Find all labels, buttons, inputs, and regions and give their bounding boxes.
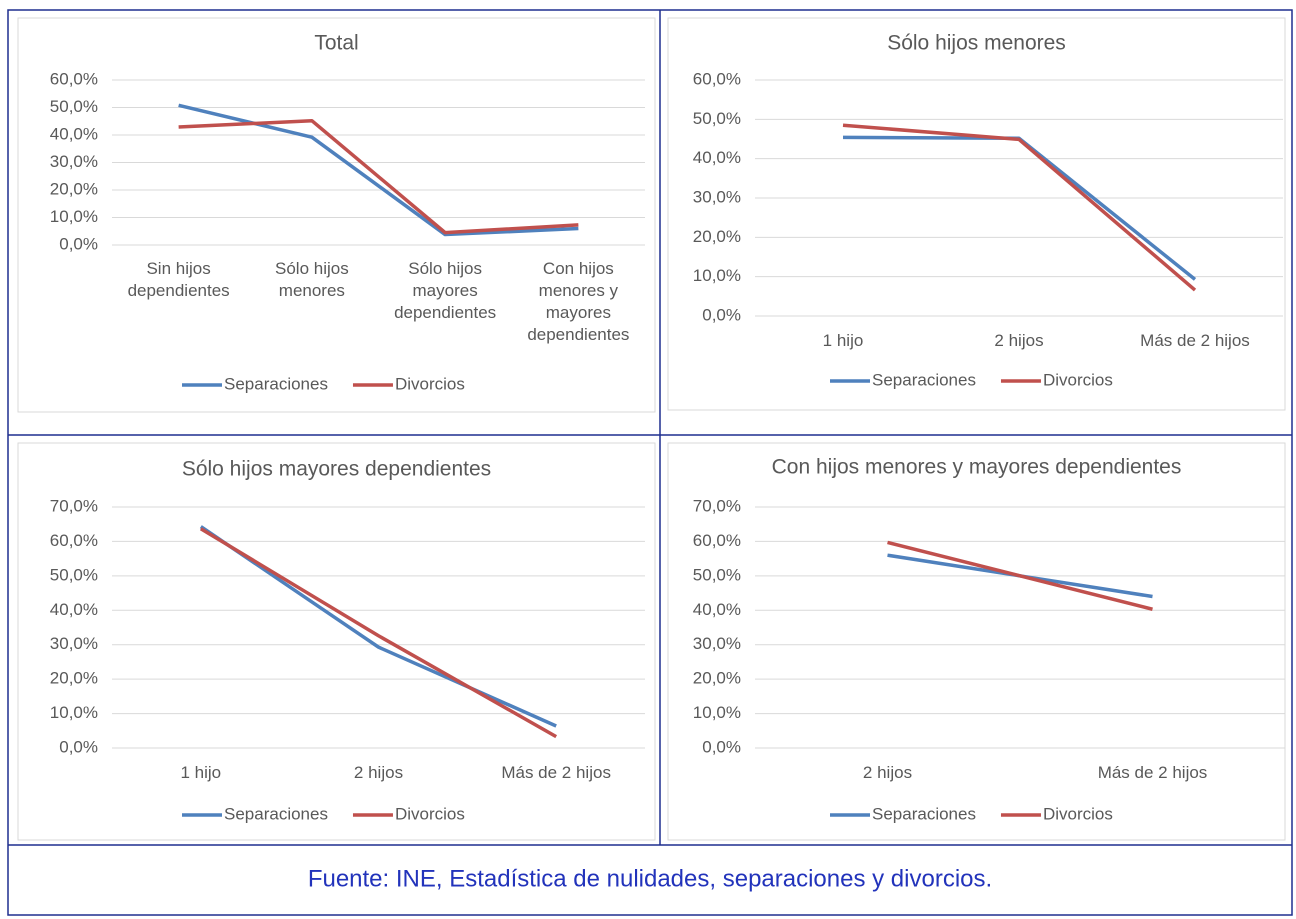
legend-label: Divorcios <box>395 804 465 823</box>
x-tick-label: 1 hijo <box>822 331 864 350</box>
x-tick-label-box: Con hijos menores y mayores dependientes <box>527 259 630 344</box>
chart: Con hijos menores y mayores dependientes… <box>667 442 1286 841</box>
outer-border <box>7 9 1293 916</box>
y-tick-label: 30,0% <box>50 152 98 171</box>
legend-label: Divorcios <box>395 374 465 393</box>
x-tick-label: Sólo hijos mayores dependientes <box>394 259 497 322</box>
x-tick-label: 2 hijos <box>353 763 404 782</box>
x-tick-label: Sólo hijos menores <box>275 259 349 300</box>
y-tick-label: 20,0% <box>693 227 741 246</box>
y-tick-label: 0,0% <box>59 234 98 253</box>
y-tick-label: 30,0% <box>50 634 98 653</box>
y-tick-label: 60,0% <box>50 531 98 550</box>
y-tick-label: 60,0% <box>50 69 98 88</box>
x-tick-label-box: Sólo hijos menores <box>275 259 349 300</box>
x-tick-label: Más de 2 hijos <box>1140 331 1250 350</box>
y-tick-label: 60,0% <box>693 531 741 550</box>
y-tick-label: 0,0% <box>59 737 98 756</box>
chart-frame <box>667 442 1286 841</box>
legend-label: Separaciones <box>224 374 328 393</box>
x-tick-label-box: 2 hijos <box>994 331 1044 350</box>
chart: Sólo hijos menores 0,0% 10,0% 20,0% 30,0% 40,… <box>667 17 1286 411</box>
y-tick-label: 30,0% <box>693 634 741 653</box>
table-borders <box>7 9 1293 916</box>
legend-label: Divorcios <box>1043 804 1113 823</box>
chart: Sólo hijos mayores dependientes 0,0% 10,0%… <box>17 442 656 841</box>
series-line <box>199 525 557 728</box>
x-tick-label: Más de 2 hijos <box>501 763 611 782</box>
y-tick-label: 40,0% <box>693 600 741 619</box>
x-tick-label-box: Sin hijos dependientes <box>127 259 230 300</box>
y-tick-label: 20,0% <box>50 669 98 688</box>
y-tick-label: 40,0% <box>50 600 98 619</box>
chart-frame <box>17 442 656 841</box>
y-tick-label: 0,0% <box>702 305 741 324</box>
x-tick-label-box: 2 hijos <box>862 763 913 782</box>
y-tick-label: 30,0% <box>693 187 741 206</box>
y-tick-label: 50,0% <box>50 97 98 116</box>
y-tick-label: 50,0% <box>50 565 98 584</box>
x-tick-label: Más de 2 hijos <box>1097 763 1208 782</box>
y-tick-label: 40,0% <box>693 148 741 167</box>
x-tick-label-box: Más de 2 hijos <box>501 763 611 782</box>
y-tick-label: 10,0% <box>50 207 98 226</box>
series-line <box>199 527 558 739</box>
legend-label: Separaciones <box>224 804 328 823</box>
y-tick-label: 40,0% <box>50 124 98 143</box>
x-tick-label: 2 hijos <box>994 331 1044 350</box>
chart-title: Con hijos menores y mayores dependientes <box>772 456 1182 479</box>
chart-title: Sólo hijos mayores dependientes <box>182 458 491 481</box>
y-tick-label: 50,0% <box>693 565 741 584</box>
y-tick-label: 50,0% <box>693 109 741 128</box>
y-tick-label: 60,0% <box>693 69 741 88</box>
x-tick-label-box: 1 hijo <box>180 763 222 782</box>
x-tick-label-box: 1 hijo <box>822 331 864 350</box>
x-tick-label-box: Más de 2 hijos <box>1097 763 1208 782</box>
y-tick-label: 70,0% <box>693 496 741 515</box>
chart-title: Total <box>314 32 358 55</box>
source-note: Fuente: INE, Estadística de nulidades, s… <box>308 865 992 892</box>
series-line <box>887 540 1153 611</box>
y-tick-label: 10,0% <box>693 266 741 285</box>
chart-frame <box>17 17 656 413</box>
legend-label: Separaciones <box>872 804 976 823</box>
series-line <box>178 103 579 237</box>
x-tick-label-box: 2 hijos <box>353 763 404 782</box>
series-line <box>842 123 1197 292</box>
x-tick-label: 1 hijo <box>180 763 222 782</box>
chart: Total 0,0% 10,0% 20,0% 30,0% 40,0% 50,0% 60,0% S… <box>17 17 656 413</box>
y-tick-label: 70,0% <box>50 496 98 515</box>
chart-title: Sólo hijos menores <box>887 32 1066 55</box>
x-tick-label-box: Más de 2 hijos <box>1140 331 1250 350</box>
series-line <box>178 118 579 235</box>
legend-label: Divorcios <box>1043 370 1113 389</box>
chart-frame <box>667 17 1286 411</box>
x-tick-label: Sin hijos dependientes <box>127 259 230 300</box>
y-tick-label: 0,0% <box>702 737 741 756</box>
legend-label: Separaciones <box>872 370 976 389</box>
y-tick-label: 20,0% <box>50 179 98 198</box>
x-tick-label: Con hijos menores y mayores dependientes <box>527 259 630 344</box>
y-tick-label: 20,0% <box>693 669 741 688</box>
y-tick-label: 10,0% <box>693 703 741 722</box>
y-tick-label: 10,0% <box>50 703 98 722</box>
x-tick-label-box: Sólo hijos mayores dependientes <box>394 259 497 322</box>
x-tick-label: 2 hijos <box>862 763 913 782</box>
